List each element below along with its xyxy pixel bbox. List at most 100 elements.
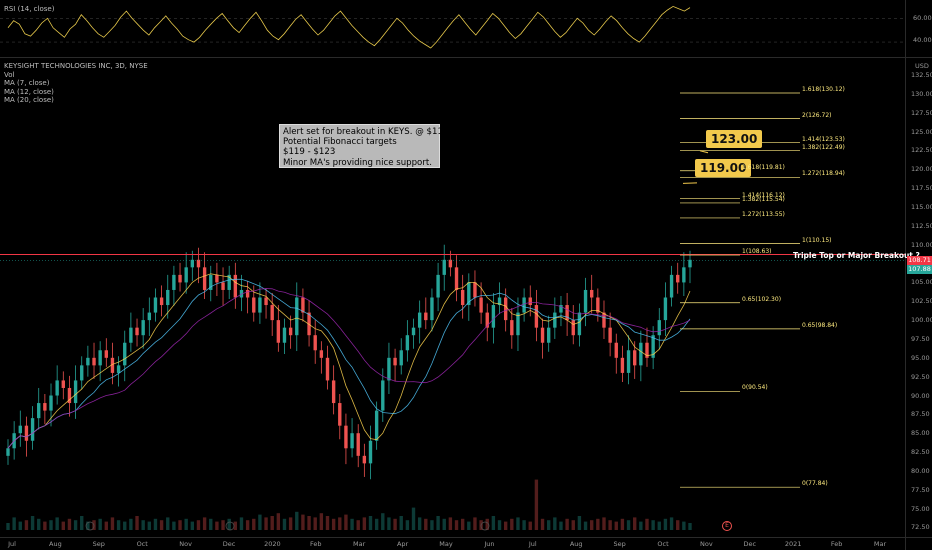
candle-body	[215, 274, 219, 283]
time-tick-label: Sep	[92, 540, 105, 548]
candle-body	[639, 342, 643, 366]
volume-bar	[368, 516, 373, 530]
volume-bar	[73, 520, 78, 530]
volume-bar	[209, 518, 213, 530]
symbol-title[interactable]: KEYSIGHT TECHNOLOGIES INC, 3D, NYSE	[4, 62, 148, 70]
ma7-legend[interactable]: MA (7, close)	[4, 79, 50, 87]
candle-body	[387, 357, 391, 381]
analysis-note[interactable]: Alert set for breakout in KEYS. @ $110 P…	[279, 124, 449, 168]
fib-level-label: 1.414(116.12)	[742, 191, 785, 199]
volume-bar	[602, 517, 606, 530]
candle-body	[448, 259, 453, 268]
candle-body	[270, 305, 274, 321]
candle-body	[258, 297, 262, 313]
price-tick-label: 95.00	[911, 353, 930, 362]
price-tick-label: 92.50	[911, 372, 930, 381]
volume-bar	[620, 518, 625, 530]
candle-body	[645, 342, 649, 358]
candle-body	[61, 380, 65, 388]
candle-body	[682, 267, 686, 283]
volume-bar	[417, 517, 422, 530]
rsi-tick-60: 60.00	[913, 14, 932, 22]
time-tick-label: May	[439, 540, 453, 548]
volume-bar	[86, 521, 90, 530]
candle-body	[6, 448, 10, 456]
candle-body	[276, 320, 281, 343]
candle-body	[608, 327, 612, 343]
candle-body	[399, 350, 403, 366]
volume-bar	[559, 521, 563, 530]
candle-body	[596, 297, 600, 313]
candle-body	[497, 297, 502, 306]
candle-body	[350, 433, 354, 449]
volume-bar	[319, 513, 324, 530]
volume-bar	[590, 520, 594, 530]
volume-bar	[258, 514, 262, 530]
candle-body	[116, 365, 121, 373]
candle-body	[159, 297, 164, 306]
note-line-1: Alert set for breakout in KEYS. @ $110	[283, 127, 449, 137]
volume-bar	[18, 521, 22, 530]
volume-bar	[614, 521, 618, 530]
volume-bar	[110, 517, 115, 530]
volume-bar	[454, 520, 459, 530]
fib-level-label: 1(108.63)	[742, 248, 772, 256]
volume-bar	[80, 516, 84, 530]
volume-bar	[583, 521, 588, 530]
volume-bar	[657, 521, 661, 530]
time-tick-label: Jul	[8, 540, 16, 548]
candle-body	[55, 380, 59, 396]
price-tick-label: 130.00	[911, 89, 932, 98]
volume-bar	[553, 517, 557, 530]
candle-body	[30, 418, 35, 441]
vol-legend[interactable]: Vol	[4, 70, 15, 79]
volume-bar	[516, 517, 520, 530]
candle-body	[252, 297, 256, 313]
fib-level-label: 1.618(130.12)	[802, 86, 845, 94]
volume-bar	[688, 523, 692, 530]
candle-body	[166, 289, 170, 306]
ma20-legend[interactable]: MA (20, close)	[4, 96, 54, 104]
candle-body	[67, 387, 72, 404]
dividend-marker	[225, 521, 235, 531]
price-tick-label: 77.50	[911, 485, 930, 494]
volume-bar	[331, 518, 336, 530]
pane-separator[interactable]	[0, 57, 932, 58]
volume-bar	[546, 520, 551, 530]
volume-bar	[282, 518, 287, 530]
candle-body	[590, 289, 594, 298]
volume-bar	[663, 518, 668, 530]
candle-body	[467, 282, 471, 306]
volume-bar	[387, 517, 391, 530]
volume-bar	[350, 518, 354, 530]
time-tick-label: Aug	[569, 540, 583, 548]
target-callout-119[interactable]: 119.00	[695, 159, 752, 177]
earnings-marker[interactable]: E	[722, 521, 732, 531]
candle-body	[393, 357, 397, 366]
candle-body	[534, 305, 539, 328]
candle-body	[331, 380, 336, 404]
breakout-annotation[interactable]: Triple Top or Major Breakout ?	[793, 251, 920, 260]
candle-body	[313, 335, 317, 351]
target-callout-123[interactable]: 123.00	[706, 130, 763, 148]
time-tick-label: Nov	[700, 540, 713, 548]
volume-bar	[682, 521, 686, 530]
candle-body	[651, 335, 655, 358]
volume-bar	[123, 521, 127, 530]
candle-body	[356, 433, 360, 456]
price-tick-label: 75.00	[911, 504, 930, 513]
candle-body	[540, 327, 545, 343]
volume-bar	[448, 517, 453, 530]
candle-body	[577, 312, 582, 336]
volume-bar	[153, 518, 158, 530]
volume-bar	[393, 518, 397, 530]
ma12-legend[interactable]: MA (12, close)	[4, 87, 54, 96]
volume-bar	[129, 518, 133, 530]
candle-body	[522, 297, 526, 313]
volume-bar	[528, 521, 532, 530]
price-tick-label: 85.00	[911, 429, 930, 438]
candle-body	[24, 425, 29, 441]
price-tick-label: 87.50	[911, 410, 930, 419]
candle-body	[209, 274, 213, 290]
